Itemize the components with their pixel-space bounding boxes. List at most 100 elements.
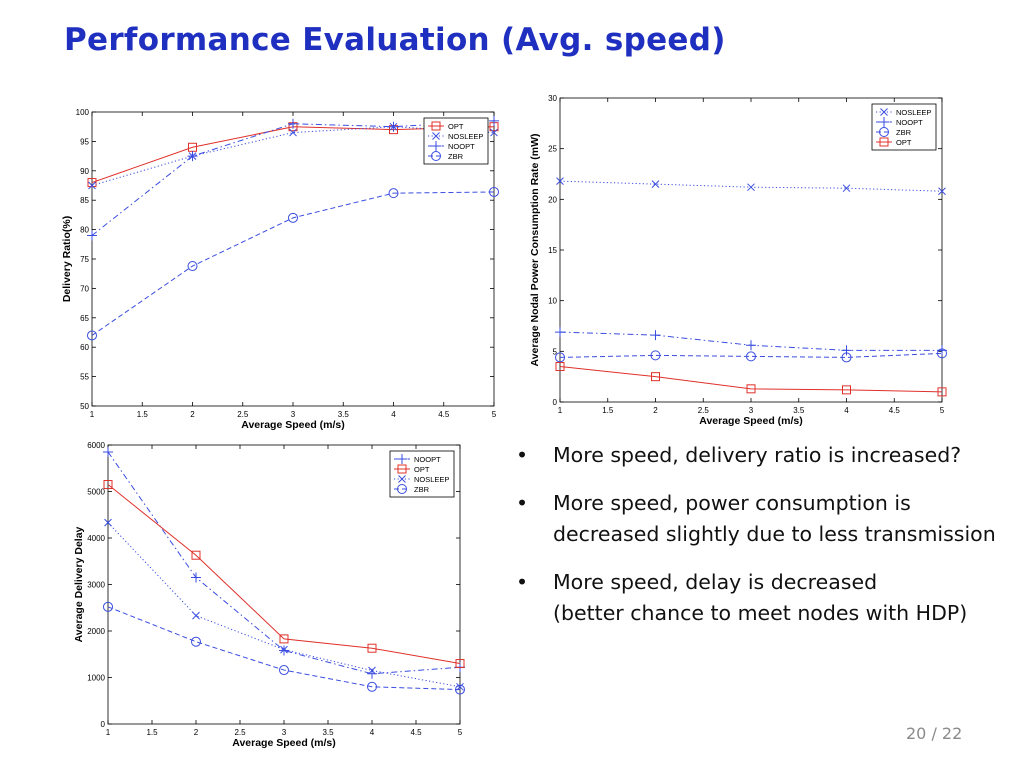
y-tick-label: 25 xyxy=(548,145,557,154)
legend-marker xyxy=(431,121,441,131)
x-axis-label: Average Speed (m/s) xyxy=(699,415,802,427)
y-axis-label: Average Delivery Delay xyxy=(73,526,85,642)
legend-label: NOSLEEP xyxy=(896,108,931,117)
legend-label: ZBR xyxy=(414,485,430,494)
data-point-zbr xyxy=(388,188,399,199)
data-point-zbr xyxy=(937,348,947,359)
legend-label: OPT xyxy=(414,465,430,474)
x-tick-label: 5 xyxy=(492,410,497,419)
legend-label: NOSLEEP xyxy=(414,475,449,484)
data-point-opt xyxy=(555,362,565,372)
data-point-nosleep xyxy=(556,177,564,185)
data-point-opt xyxy=(842,385,851,395)
data-point-noopt xyxy=(279,645,289,656)
series-line-noopt xyxy=(107,451,461,675)
data-point-noopt xyxy=(841,345,852,356)
series-line-opt xyxy=(107,484,461,665)
data-point-nosleep xyxy=(651,180,660,188)
data-point-nosleep xyxy=(88,181,96,190)
x-axis-label: Average Speed (m/s) xyxy=(232,737,335,749)
delivery-ratio-chart: 1 1.5 2 2.5 3 3.5 4 4.5 5 50 55 60 65 70 75 80 85 90 95 100… xyxy=(61,108,499,431)
data-point-noopt xyxy=(746,340,756,351)
data-point-opt xyxy=(455,659,465,669)
y-tick-label: 60 xyxy=(80,343,89,352)
x-tick-label: 4.5 xyxy=(438,410,450,419)
data-point-opt xyxy=(87,178,97,188)
series-line-zbr xyxy=(91,191,495,336)
series-noopt xyxy=(555,327,947,356)
data-point-zbr xyxy=(746,351,756,362)
x-tick-label: 1.5 xyxy=(137,410,149,419)
legend-marker xyxy=(431,151,441,161)
y-tick-label: 4000 xyxy=(87,534,105,543)
series-zbr xyxy=(103,601,465,695)
x-tick-label: 2.5 xyxy=(237,410,249,419)
y-tick-label: 0 xyxy=(101,720,106,729)
data-point-nosleep xyxy=(938,187,946,196)
data-point-zbr xyxy=(650,350,661,361)
x-tick-label: 1 xyxy=(90,410,95,419)
x-tick-label: 1.5 xyxy=(146,728,158,737)
x-tick-label: 3.5 xyxy=(322,728,334,737)
bullet-item: More speed, power consumption is decreas… xyxy=(512,488,1017,550)
data-point-noopt xyxy=(489,115,499,126)
x-tick-label: 3 xyxy=(291,410,296,419)
legend-marker xyxy=(398,475,406,483)
data-point-opt xyxy=(279,634,289,644)
data-point-zbr xyxy=(555,352,565,363)
y-axis-label: Average Nodal Power Consumption Rate (mW… xyxy=(529,134,541,367)
data-point-zbr xyxy=(367,681,377,692)
data-point-opt xyxy=(746,384,756,394)
data-point-zbr xyxy=(191,636,201,647)
power-consumption-chart: 1 1.5 2 2.5 3 3.5 4 4.5 5 0 5 10 15 20 25 30 Average Spe… xyxy=(529,94,947,427)
y-tick-label: 75 xyxy=(80,255,89,264)
series-zbr xyxy=(87,186,499,341)
data-point-nosleep xyxy=(289,128,297,137)
x-axis-label: Average Speed (m/s) xyxy=(241,419,344,431)
y-tick-label: 85 xyxy=(80,196,89,205)
y-tick-label: 0 xyxy=(553,398,558,407)
data-point-opt xyxy=(937,387,947,397)
y-tick-label: 95 xyxy=(80,137,89,146)
legend-label: OPT xyxy=(896,138,912,147)
x-tick-label: 5 xyxy=(458,728,463,737)
data-point-nosleep xyxy=(280,645,288,654)
data-point-nosleep xyxy=(192,611,200,620)
y-tick-label: 3000 xyxy=(87,581,105,590)
x-tick-label: 1 xyxy=(106,728,111,737)
x-tick-label: 3.5 xyxy=(793,406,805,415)
data-point-nosleep xyxy=(368,666,376,675)
bullet-text: More speed, delivery ratio is increased? xyxy=(553,443,962,467)
data-point-zbr xyxy=(187,261,198,272)
slide-title: Performance Evaluation (Avg. speed) xyxy=(64,22,726,58)
data-point-opt xyxy=(367,643,377,653)
delivery-delay-chart: 1 1.5 2 2.5 3 3.5 4 4.5 5 0 1000 2000 3000 4000 5000 60… xyxy=(73,441,465,749)
y-tick-label: 6000 xyxy=(87,441,105,450)
data-point-noopt xyxy=(87,230,97,241)
data-point-noopt xyxy=(103,446,113,457)
legend-label: ZBR xyxy=(448,152,464,161)
x-tick-label: 3 xyxy=(749,406,754,415)
series-nosleep xyxy=(556,177,946,196)
legend-marker xyxy=(880,108,888,116)
page-number: 20 / 22 xyxy=(906,724,963,743)
legend-marker xyxy=(879,127,889,137)
x-tick-label: 2 xyxy=(190,410,195,419)
x-tick-label: 4 xyxy=(370,728,375,737)
x-tick-label: 2 xyxy=(653,406,658,415)
x-tick-label: 1 xyxy=(558,406,563,415)
data-point-noopt xyxy=(191,572,201,583)
series-line-opt xyxy=(559,366,943,393)
data-point-opt xyxy=(191,550,201,560)
legend-label: NOOPT xyxy=(448,142,475,151)
data-point-noopt xyxy=(187,151,198,162)
x-tick-label: 3 xyxy=(282,728,287,737)
x-tick-label: 2 xyxy=(194,728,199,737)
y-tick-label: 10 xyxy=(548,297,557,306)
bullet-list: More speed, delivery ratio is increased?… xyxy=(512,440,1017,646)
y-tick-label: 80 xyxy=(80,226,89,235)
x-tick-label: 5 xyxy=(940,406,945,415)
legend-label: ZBR xyxy=(896,128,912,137)
legend-marker xyxy=(432,132,440,140)
